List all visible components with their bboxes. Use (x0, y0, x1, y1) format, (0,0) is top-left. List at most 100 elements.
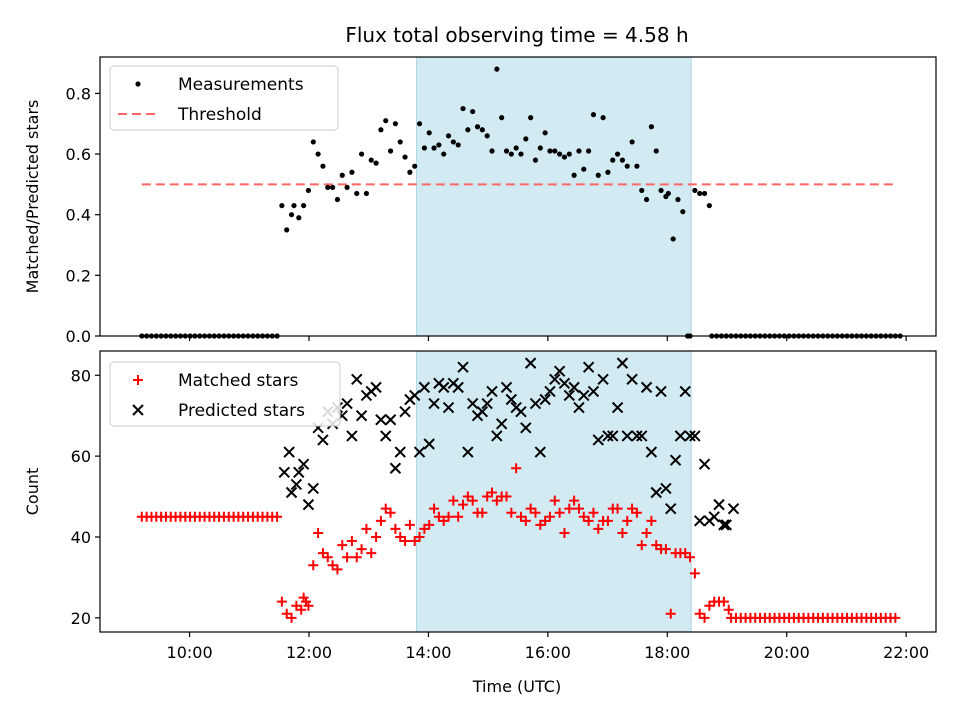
legend-x (132, 404, 144, 416)
data-point (414, 531, 425, 542)
y-tick-label: 0.6 (66, 145, 91, 164)
data-point (416, 121, 423, 127)
data-point (421, 145, 427, 151)
data-point (534, 446, 547, 458)
data-point (297, 458, 310, 470)
data-point (322, 552, 333, 563)
data-point (474, 124, 481, 130)
data-point (307, 482, 319, 495)
data-point (366, 548, 377, 559)
data-point (520, 422, 532, 434)
data-point (530, 507, 541, 518)
data-point (670, 236, 676, 242)
bottom-panel: 20 40 60 80 10:00 12:00 14:00 16:00 18:00 20:00 22… (23, 350, 937, 696)
data-point (325, 184, 331, 191)
data-point (689, 430, 701, 442)
data-point (669, 454, 682, 466)
data-point (675, 196, 681, 203)
data-point (602, 430, 614, 442)
data-point (455, 142, 461, 148)
data-point (315, 151, 321, 157)
data-point (698, 458, 711, 470)
data-point (610, 157, 616, 163)
data-point (442, 401, 455, 414)
x-tick-label: 12:00 (286, 643, 332, 662)
data-point (279, 202, 285, 209)
data-point (634, 163, 640, 169)
y-tick-label: 0.8 (66, 84, 91, 103)
data-point (641, 527, 652, 538)
data-point (549, 373, 561, 386)
data-point (489, 148, 495, 154)
legend-box (109, 65, 339, 131)
legend: Measurements Threshold (109, 65, 339, 131)
data-point (513, 145, 519, 151)
data-point (368, 157, 374, 163)
data-point (486, 385, 498, 398)
legend-label: Measurements (178, 75, 304, 95)
data-point (503, 148, 510, 154)
data-point (317, 434, 329, 446)
data-point (680, 209, 686, 215)
data-point (518, 151, 524, 157)
top-panel: 0.0 0.2 0.4 0.6 0.8 Matched/Predicted stars Me… (23, 56, 937, 346)
data-point (375, 414, 387, 426)
data-point (544, 511, 555, 522)
data-point (305, 187, 312, 194)
data-point (557, 151, 563, 157)
data-point (582, 361, 595, 373)
y-tick-label: 80 (71, 366, 91, 385)
data-point (520, 515, 531, 526)
data-point (346, 430, 358, 442)
data-point (370, 381, 382, 394)
data-point (569, 495, 580, 506)
data-point (310, 139, 316, 145)
data-point (587, 385, 600, 398)
data-point (495, 418, 508, 430)
data-point (384, 414, 397, 426)
data-point (600, 115, 606, 121)
data-point (387, 148, 394, 154)
legend-label: Predicted stars (178, 401, 305, 421)
data-point (653, 148, 659, 154)
data-point (559, 527, 570, 538)
data-point (640, 381, 653, 394)
data-point (720, 519, 732, 531)
data-point (313, 527, 324, 538)
series-measurements (139, 66, 903, 339)
shaded-interval (415, 350, 692, 633)
data-point (380, 430, 392, 442)
data-point (655, 385, 667, 398)
legend-box (109, 361, 341, 427)
data-point (665, 190, 671, 197)
data-point (554, 507, 565, 518)
data-point (595, 172, 601, 178)
data-point (437, 381, 450, 394)
data-point (616, 357, 629, 369)
data-point (665, 608, 676, 619)
y-axis-label: Matched/Predicted stars (23, 100, 42, 294)
data-point (428, 397, 440, 410)
data-point (462, 446, 474, 458)
data-point (276, 596, 287, 607)
data-point (394, 446, 406, 458)
data-point (553, 365, 566, 377)
data-point (689, 568, 700, 579)
data-point (431, 145, 437, 151)
data-point (612, 503, 623, 514)
y-tick-label: 60 (71, 447, 91, 466)
data-point (552, 148, 558, 154)
data-point (631, 507, 642, 518)
data-point (547, 148, 553, 154)
y-tick-label: 0.4 (66, 206, 91, 225)
data-point (890, 612, 901, 623)
data-point (445, 133, 452, 139)
data-point (412, 163, 418, 169)
data-point (602, 515, 613, 526)
data-point (466, 397, 479, 410)
data-point (389, 462, 402, 474)
data-point (537, 145, 543, 151)
data-point (571, 172, 577, 178)
data-point (515, 405, 527, 418)
data-point (392, 121, 398, 127)
